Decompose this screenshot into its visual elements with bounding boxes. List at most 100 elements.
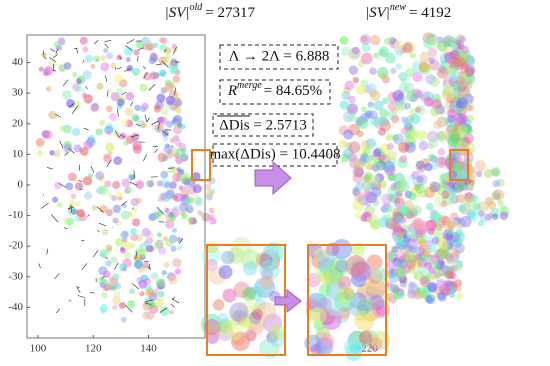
dot [204, 321, 222, 339]
dot [456, 141, 469, 153]
dot [418, 140, 429, 151]
dot [361, 43, 371, 53]
dot [404, 141, 416, 153]
y-tick-label: 40 [12, 56, 24, 68]
dot [352, 166, 364, 178]
dot [174, 176, 181, 182]
dot [172, 205, 179, 212]
edge [125, 45, 133, 51]
dot [105, 208, 114, 217]
dot [159, 192, 168, 201]
dot [347, 292, 361, 305]
dot [112, 204, 121, 214]
edge [51, 214, 59, 223]
dot [259, 250, 281, 271]
dot [244, 328, 257, 341]
dot [161, 270, 167, 276]
dot [163, 181, 171, 189]
dot [66, 218, 75, 226]
edge [142, 66, 146, 69]
dot [123, 241, 133, 251]
dot [465, 54, 475, 65]
dot [209, 217, 217, 225]
dot [45, 86, 52, 92]
edge [81, 239, 85, 241]
dot [115, 283, 122, 290]
dot [166, 120, 174, 128]
point-cloud-new [338, 32, 511, 305]
dot [139, 291, 145, 297]
dot [369, 35, 381, 46]
dot [262, 261, 275, 274]
annotation-sup: merge [237, 80, 262, 91]
dot [392, 89, 405, 102]
dot [135, 197, 142, 204]
edge [55, 48, 58, 55]
dot [172, 258, 182, 268]
dot [132, 67, 141, 76]
dot [199, 211, 206, 218]
dot [157, 152, 167, 163]
edge [162, 130, 169, 136]
dot [102, 270, 111, 279]
dot [366, 254, 383, 271]
edge [116, 108, 119, 117]
edge [147, 266, 151, 270]
dot [320, 333, 335, 348]
dot [43, 130, 53, 139]
edge [70, 205, 73, 213]
dot [419, 291, 428, 300]
dot [328, 256, 350, 277]
dot [86, 137, 96, 147]
dot [95, 128, 103, 136]
dot [372, 148, 382, 157]
edge [82, 59, 85, 64]
dot [244, 316, 260, 332]
new-label: |SV|new = 4192 [365, 2, 451, 21]
dot [435, 156, 447, 169]
dot [477, 201, 489, 213]
dot [432, 227, 443, 238]
edge [85, 86, 88, 90]
dot [129, 288, 135, 295]
dot [461, 45, 469, 54]
dot [205, 190, 214, 198]
dot [434, 272, 441, 279]
edge [69, 103, 75, 108]
dot [171, 227, 177, 233]
dot [451, 42, 458, 49]
edge [68, 299, 72, 302]
dot [386, 260, 396, 270]
dot [178, 168, 184, 174]
dot [447, 228, 455, 236]
dot [358, 330, 373, 345]
dot [385, 133, 393, 141]
dot [220, 321, 234, 335]
annotation: ΔDis = 2.5713 [219, 117, 307, 133]
dot [418, 61, 430, 73]
dot [154, 297, 164, 308]
dot [231, 236, 253, 259]
edge [132, 207, 135, 209]
dot [115, 191, 123, 199]
dot [256, 253, 272, 269]
dot [364, 110, 373, 119]
dot [164, 207, 170, 213]
dot [160, 88, 166, 94]
edge [46, 167, 54, 170]
zoom-marker [449, 149, 469, 181]
edge [148, 84, 156, 91]
edge [129, 101, 134, 107]
dot [244, 286, 257, 299]
dot [134, 104, 141, 112]
dot [229, 302, 249, 322]
dot [135, 180, 145, 190]
dot [218, 318, 233, 333]
dot [121, 178, 131, 188]
dot [398, 71, 408, 82]
dot [392, 292, 400, 300]
edge [105, 256, 108, 260]
dot [366, 192, 378, 204]
dot [427, 153, 435, 161]
dot [153, 105, 162, 113]
